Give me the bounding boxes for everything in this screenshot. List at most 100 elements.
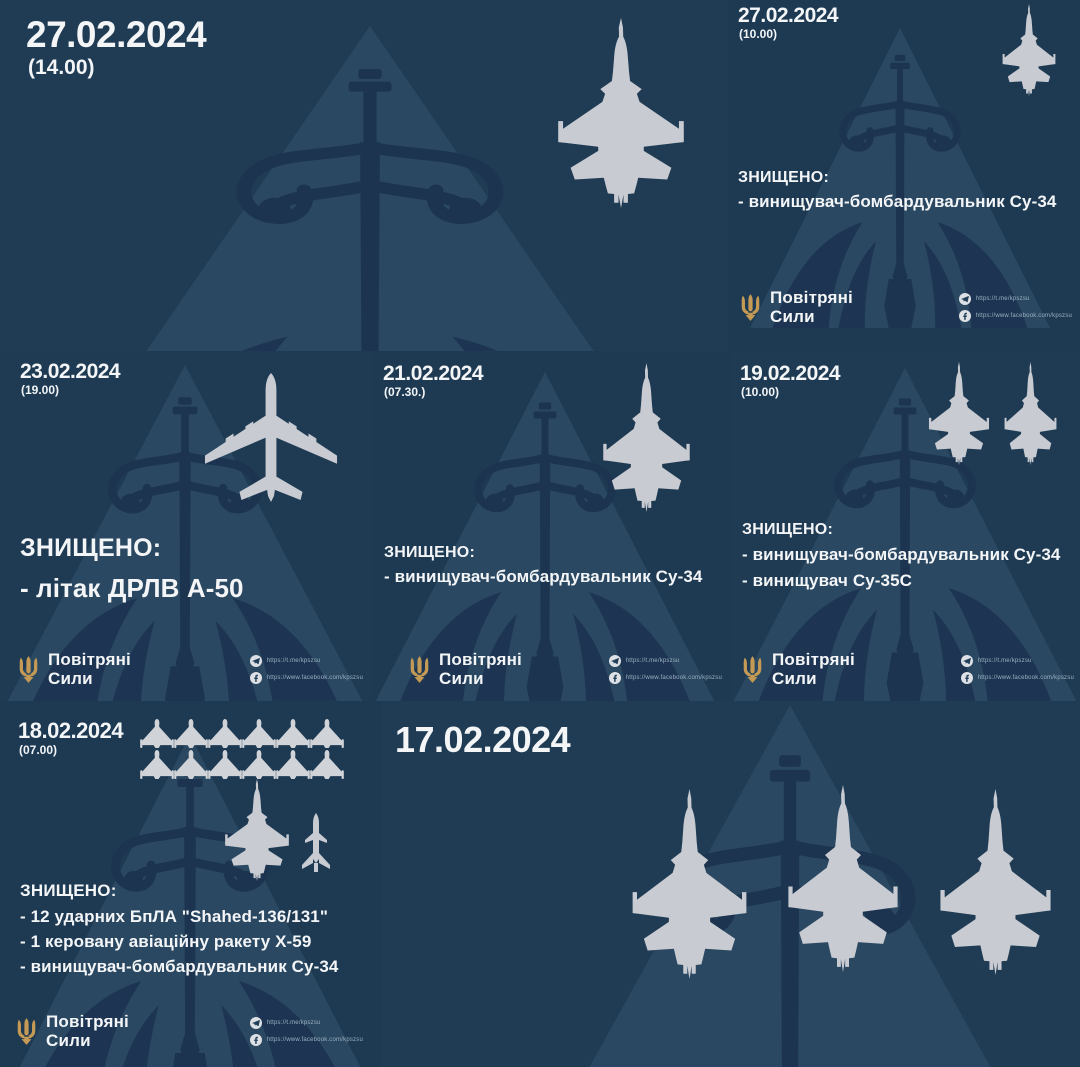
card-time: (14.00) <box>28 56 95 79</box>
brand-line2: Сили <box>46 1031 91 1051</box>
telegram-url: https://t.me/kpszsu <box>266 657 321 664</box>
telegram-icon <box>608 654 621 667</box>
shahed-drone-icon <box>276 750 310 779</box>
shahed-drone-icon <box>276 719 310 748</box>
su34-jet-silhouette <box>928 362 990 465</box>
destroyed-item: - винищувач-бомбардувальник Су-34 <box>738 192 1057 211</box>
facebook-link[interactable]: https://www.facebook.com/kpszsu <box>608 671 722 684</box>
brand-line1: Повітряні <box>48 650 131 669</box>
telegram-link[interactable]: https://t.me/kpszsu <box>249 654 363 667</box>
facebook-icon <box>608 671 621 684</box>
facebook-icon <box>249 1033 262 1046</box>
telegram-icon <box>960 654 973 667</box>
card-date: 21.02.2024 <box>383 362 484 385</box>
air-force-brand: Повітряні Сили <box>439 650 522 688</box>
kh59-missile-silhouette <box>302 813 330 872</box>
telegram-url: https://t.me/kpszsu <box>975 295 1030 302</box>
shahed-drone-icon <box>208 750 242 779</box>
telegram-url: https://t.me/kpszsu <box>625 657 680 664</box>
jet-silhouette-1 <box>632 789 747 979</box>
social-links: https://t.me/kpszsu https://www.facebook… <box>958 290 1072 324</box>
drone-row <box>140 750 344 779</box>
card-time: (07.30.) <box>384 385 426 399</box>
facebook-icon <box>249 671 262 684</box>
facebook-url: https://www.facebook.com/kpszsu <box>975 312 1072 319</box>
card-date: 18.02.2024 <box>18 718 124 743</box>
brand-line2: Сили <box>772 669 817 689</box>
air-force-brand: Повітряні Сили <box>772 650 855 688</box>
social-links: https://t.me/kpszsu https://www.facebook… <box>960 652 1074 686</box>
air-force-brand: Повітряні Сили <box>46 1012 129 1050</box>
telegram-icon <box>249 1016 262 1029</box>
facebook-url: https://www.facebook.com/kpszsu <box>266 674 363 681</box>
brand-line1: Повітряні <box>439 650 522 669</box>
facebook-url: https://www.facebook.com/kpszsu <box>266 1036 363 1043</box>
telegram-link[interactable]: https://t.me/kpszsu <box>249 1016 363 1029</box>
card-date: 17.02.2024 <box>395 719 571 760</box>
shahed-drone-grid <box>140 719 344 779</box>
destroyed-block: ЗНИЩЕНО: - 12 ударних БпЛА "Shahed-136/1… <box>20 881 338 977</box>
destroyed-item: - винищувач-бомбардувальник Су-34 <box>742 545 1061 564</box>
brand-line1: Повітряні <box>46 1012 129 1031</box>
destroyed-item: - 12 ударних БпЛА "Shahed-136/131" <box>20 907 329 926</box>
air-force-footer: Повітряні Сили https://t.me/kpszsu https… <box>18 650 363 688</box>
facebook-link[interactable]: https://www.facebook.com/kpszsu <box>960 671 1074 684</box>
telegram-url: https://t.me/kpszsu <box>266 1019 321 1026</box>
brand-line2: Сили <box>48 669 93 689</box>
card-27-02-2024-1000: 27.02.2024 (10.00) ЗНИЩЕНО: - винищувач-… <box>728 0 1080 351</box>
shahed-drone-icon <box>310 719 344 748</box>
brand-line2: Сили <box>439 669 484 689</box>
telegram-link[interactable]: https://t.me/kpszsu <box>608 654 722 667</box>
card-time: (19.00) <box>21 383 60 397</box>
card-17-02-2024: 17.02.2024 <box>381 701 1080 1067</box>
social-links: https://t.me/kpszsu https://www.facebook… <box>249 1014 363 1048</box>
facebook-url: https://www.facebook.com/kpszsu <box>977 674 1074 681</box>
telegram-link[interactable]: https://t.me/kpszsu <box>960 654 1074 667</box>
facebook-link[interactable]: https://www.facebook.com/kpszsu <box>958 309 1072 322</box>
air-force-footer: Повітряні Сили https://t.me/kpszsu https… <box>740 288 1072 326</box>
facebook-url: https://www.facebook.com/kpszsu <box>625 674 722 681</box>
card-time: (10.00) <box>741 385 780 399</box>
trident-icon <box>17 1017 36 1045</box>
destroyed-title: ЗНИЩЕНО: <box>20 881 117 900</box>
card-23-02-2024: 23.02.2024 (19.00) ЗНИЩЕНО: - літак ДРЛВ… <box>0 351 371 701</box>
destroyed-title: ЗНИЩЕНО: <box>738 169 829 186</box>
facebook-link[interactable]: https://www.facebook.com/kpszsu <box>249 1033 363 1046</box>
air-force-footer: Повітряні Сили https://t.me/kpszsu https… <box>409 650 722 688</box>
facebook-icon <box>958 309 971 322</box>
shahed-drone-icon <box>242 719 276 748</box>
card-19-02-2024: 19.02.2024 (10.00) ЗНИЩЕНО: - винищувач-… <box>730 351 1080 701</box>
card-date: 27.02.2024 <box>738 4 839 27</box>
card-time: (10.00) <box>739 27 778 41</box>
card-21-02-2024: 21.02.2024 (07.30.) ЗНИЩЕНО: - винищувач… <box>371 351 730 701</box>
social-links: https://t.me/kpszsu https://www.facebook… <box>249 652 363 686</box>
air-force-footer: Повітряні Сили https://t.me/kpszsu https… <box>16 1012 363 1050</box>
destroyed-item: - винищувач-бомбардувальник Су-34 <box>384 567 703 586</box>
shahed-drone-icon <box>242 750 276 779</box>
telegram-url: https://t.me/kpszsu <box>977 657 1032 664</box>
su34-jet-silhouette <box>603 363 690 512</box>
destroyed-item: - винищувач Су-35С <box>742 571 913 590</box>
destroyed-block: ЗНИЩЕНО: - винищувач-бомбардувальник Су-… <box>384 544 702 587</box>
trident-icon <box>741 293 760 321</box>
card-18-02-2024: 18.02.2024 (07.00) ЗНИЩЕНО: <box>0 701 381 1067</box>
card-date: 27.02.2024 <box>26 14 207 55</box>
brand-line2: Сили <box>770 307 815 327</box>
social-links: https://t.me/kpszsu https://www.facebook… <box>608 652 722 686</box>
air-force-brand: Повітряні Сили <box>48 650 131 688</box>
facebook-link[interactable]: https://www.facebook.com/kpszsu <box>249 671 363 684</box>
brand-line1: Повітряні <box>772 650 855 669</box>
destroyed-block: ЗНИЩЕНО: - літак ДРЛВ А-50 <box>20 534 244 604</box>
su34-jet-silhouette <box>225 779 289 881</box>
telegram-link[interactable]: https://t.me/kpszsu <box>958 292 1072 305</box>
jet-silhouette-3 <box>940 789 1051 975</box>
su35-jet-silhouette <box>1004 362 1057 465</box>
drone-row <box>140 719 344 748</box>
card-time: (07.00) <box>19 743 58 757</box>
a50-awacs-silhouette <box>204 373 338 502</box>
shahed-drone-icon <box>174 750 208 779</box>
air-force-brand: Повітряні Сили <box>770 288 853 326</box>
destroyed-item: - літак ДРЛВ А-50 <box>20 573 244 603</box>
destroyed-title: ЗНИЩЕНО: <box>384 544 475 561</box>
